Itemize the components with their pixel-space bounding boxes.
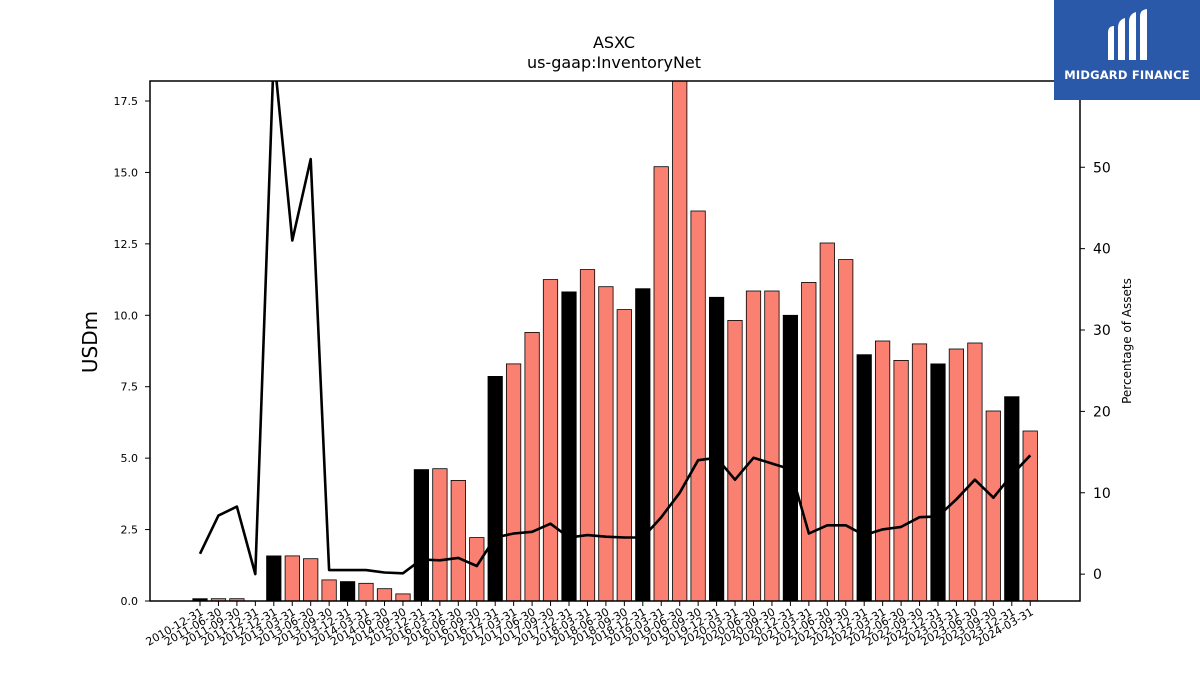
bar bbox=[598, 286, 614, 602]
bar bbox=[1004, 396, 1020, 602]
bar bbox=[782, 314, 799, 602]
y-tick-label: 0.0 bbox=[121, 595, 139, 608]
series-line bbox=[198, 81, 1032, 576]
bar bbox=[284, 555, 300, 602]
bar bbox=[579, 269, 596, 602]
y2-tick-label: 0 bbox=[1093, 567, 1102, 583]
bar bbox=[727, 319, 743, 602]
y-tick-label: 12.5 bbox=[114, 238, 139, 251]
bar bbox=[616, 309, 632, 602]
bar bbox=[911, 343, 928, 602]
y-tick-label: 15.0 bbox=[114, 166, 139, 179]
y2-tick-label: 40 bbox=[1093, 242, 1111, 258]
y2-tick-label: 30 bbox=[1093, 323, 1111, 339]
bar bbox=[505, 363, 522, 602]
bar bbox=[542, 279, 559, 602]
bar bbox=[709, 296, 725, 602]
bar bbox=[266, 555, 282, 602]
bar bbox=[819, 242, 835, 602]
y-tick-label: 7.5 bbox=[121, 381, 139, 394]
bar bbox=[432, 468, 448, 602]
y2-tick-label: 10 bbox=[1093, 486, 1111, 502]
bar bbox=[875, 340, 891, 602]
bar bbox=[948, 348, 965, 602]
bar bbox=[524, 331, 540, 602]
y2-axis-label: Percentage of Assets bbox=[1120, 278, 1134, 404]
bar bbox=[893, 359, 909, 602]
logo-mark-icon bbox=[1108, 9, 1147, 60]
bar bbox=[930, 363, 946, 602]
bar bbox=[450, 479, 466, 602]
y-tick-label: 10.0 bbox=[114, 309, 139, 322]
bar bbox=[469, 537, 485, 602]
bar bbox=[690, 210, 706, 602]
bar-series bbox=[192, 80, 1038, 602]
bar bbox=[856, 354, 872, 602]
bar bbox=[801, 281, 817, 602]
y2-axis-ticks: 0 10 20 30 40 50 bbox=[1080, 160, 1111, 583]
bar bbox=[653, 166, 669, 602]
bar bbox=[967, 342, 983, 602]
bar bbox=[339, 581, 356, 602]
bar bbox=[395, 593, 411, 602]
y-tick-label: 17.5 bbox=[114, 95, 139, 108]
bar bbox=[487, 375, 503, 602]
percentage-line-series bbox=[198, 81, 1032, 576]
x-axis-ticks: 2010-12-312011-06-302011-09-302011-12-31… bbox=[144, 601, 1036, 649]
y-tick-label: 5.0 bbox=[121, 452, 139, 465]
bar bbox=[358, 582, 374, 602]
bar bbox=[561, 291, 577, 602]
y-axis-label: USDm bbox=[78, 311, 102, 373]
y2-tick-label: 50 bbox=[1093, 160, 1111, 176]
y-tick-label: 2.5 bbox=[121, 524, 139, 537]
bar bbox=[838, 259, 854, 602]
plot-frame bbox=[149, 80, 1081, 602]
bar bbox=[745, 290, 762, 602]
bar bbox=[672, 80, 688, 602]
chart-subtitle: us-gaap:InventoryNet bbox=[527, 53, 701, 72]
bar bbox=[321, 579, 337, 602]
bar bbox=[303, 558, 319, 602]
bar bbox=[985, 410, 1001, 602]
logo-text: MIDGARD FINANCE bbox=[1064, 68, 1190, 82]
bar bbox=[413, 469, 430, 602]
bar bbox=[764, 290, 780, 602]
y-axis-ticks: 0.0 2.5 5.0 7.5 10.0 12.5 15.0 17.5 bbox=[114, 95, 150, 608]
y2-tick-label: 20 bbox=[1093, 404, 1111, 420]
logo: MIDGARD FINANCE bbox=[1054, 0, 1200, 100]
chart-title: ASXC bbox=[593, 33, 635, 52]
bar bbox=[635, 288, 651, 602]
bar bbox=[376, 588, 393, 602]
